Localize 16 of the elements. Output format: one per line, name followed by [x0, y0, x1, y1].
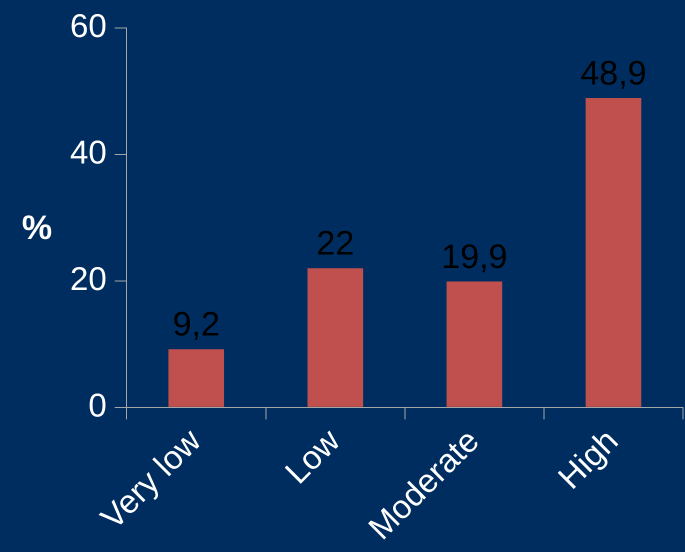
bar [446, 282, 502, 407]
x-tick-label: High [550, 422, 625, 496]
x-tick-label: Very low [93, 422, 208, 536]
data-label: 9,2 [172, 306, 220, 344]
y-axis-title: % [22, 208, 52, 247]
x-tick-label: Low [278, 422, 347, 491]
data-label: 22 [316, 224, 354, 263]
y-tick-label: 40 [70, 133, 107, 170]
data-label: 19,9 [441, 238, 508, 276]
data-label: 48,9 [580, 54, 647, 92]
bar [308, 268, 364, 407]
y-tick-label: 60 [70, 6, 107, 44]
bar [168, 349, 224, 407]
y-tick-label: 20 [70, 260, 107, 297]
y-tick-label: 0 [88, 386, 107, 424]
bar [586, 98, 642, 407]
